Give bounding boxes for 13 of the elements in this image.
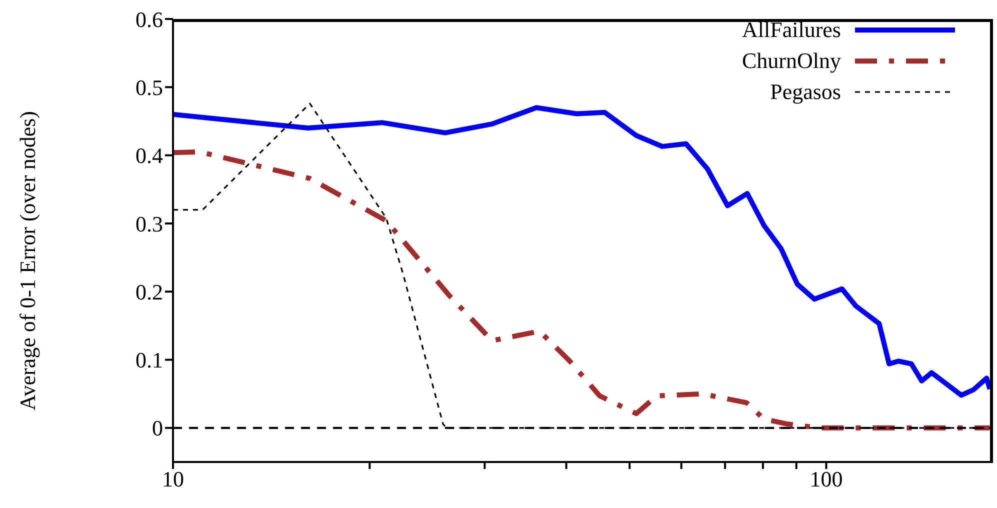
y-tick-label: 0.3	[136, 211, 163, 236]
y-tick-label: 0.2	[136, 279, 163, 304]
legend-label: ChurnOlny	[742, 47, 841, 75]
x-tick-label: 100	[810, 466, 843, 492]
legend-label: Pegasos	[770, 78, 841, 106]
y-axis-title: Average of 0-1 Error (over nodes)	[14, 110, 40, 410]
y-tick-label: 0	[152, 416, 163, 441]
y-tick-label: 0.1	[136, 348, 163, 373]
legend-label: AllFailures	[742, 16, 841, 44]
y-tick-label: 0.6	[136, 6, 163, 32]
y-tick-label: 0.4	[136, 143, 163, 168]
x-tick-label: 10	[162, 466, 184, 492]
y-tick-label: 0.5	[136, 74, 163, 100]
